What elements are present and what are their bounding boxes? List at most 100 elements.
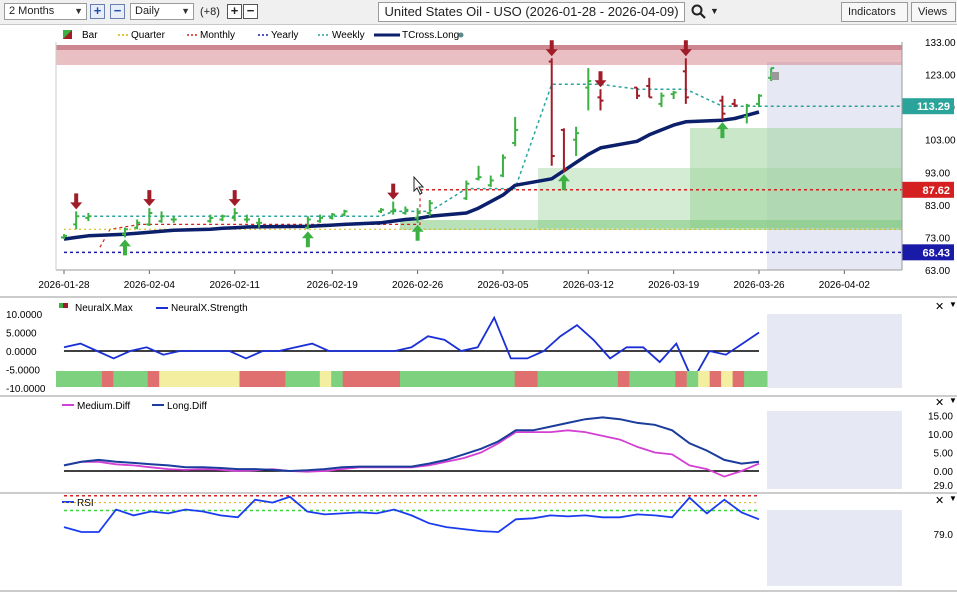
ohlc-bar	[475, 165, 482, 181]
neuralx-max-block	[480, 371, 493, 387]
mouse-cursor-icon	[413, 175, 425, 195]
neuralx-max-block	[90, 371, 103, 387]
chevron-down-icon[interactable]: ▼	[710, 6, 719, 16]
symbol-title[interactable]: United States Oil - USO (2026-01-28 - 20…	[378, 2, 685, 22]
sell-signal-arrow-icon	[143, 190, 156, 207]
ohlc-bar	[560, 128, 567, 173]
support-zone	[690, 128, 902, 228]
date-axis-tick: 2026-03-05	[477, 280, 529, 291]
ohlc-bar	[585, 68, 592, 111]
ohlc-bar	[731, 99, 738, 108]
expand-pane-icon[interactable]: ▼	[949, 300, 957, 309]
ohlc-bar	[646, 77, 653, 99]
buy-signal-arrow-icon	[716, 122, 729, 139]
indicators-label: Indicators	[848, 6, 896, 18]
neuralx-max-block	[170, 371, 183, 387]
close-pane-icon[interactable]: ✕	[935, 397, 944, 409]
buy-signal-arrow-icon	[301, 231, 314, 248]
neuralx-max-block	[101, 371, 114, 387]
neuralx-max-block	[251, 371, 263, 387]
future-region	[767, 510, 902, 586]
ohlc-bar	[658, 92, 665, 108]
neuralx-max-block	[629, 371, 642, 387]
expand-pane-icon[interactable]: ▼	[949, 396, 957, 405]
neuralx-max-block	[78, 371, 91, 387]
neuralx-axis-tick: -10.0000	[6, 384, 46, 395]
close-pane-icon[interactable]: ✕	[935, 495, 944, 507]
sell-signal-arrow-icon	[387, 183, 400, 200]
legend-weekly: Weekly	[332, 30, 365, 41]
date-axis-tick: 2026-01-28	[38, 280, 90, 291]
price-axis-tick: 83.00	[925, 201, 950, 212]
neuralx-max-block	[744, 371, 757, 387]
neuralx-max-block	[377, 371, 390, 387]
ohlc-bar	[719, 95, 726, 121]
chevron-down-icon: ▼	[181, 6, 190, 16]
legend-rsi: RSI	[77, 498, 94, 509]
neuralx-max-block	[273, 371, 286, 387]
indicators-button[interactable]: Indicators ▾	[841, 2, 908, 36]
yearly-price-label: 68.43	[922, 247, 950, 259]
close-pane-icon[interactable]: ✕	[935, 301, 944, 313]
plus-icon: +	[230, 3, 239, 18]
ohlc-bar	[256, 217, 263, 228]
neuralx-max-block	[686, 371, 699, 387]
ohlc-bar	[329, 213, 336, 220]
zoom-in-button[interactable]: +	[90, 4, 105, 19]
neuralx-max-block	[262, 371, 275, 387]
interval-select[interactable]: Daily ▼	[130, 3, 194, 20]
neuralx-axis-tick: -5.0000	[6, 366, 40, 377]
neuralx-max-block	[124, 371, 137, 387]
ohlc-bar	[170, 216, 177, 223]
search-icon[interactable]	[690, 3, 708, 21]
sell-signal-arrow-icon	[228, 190, 241, 207]
neuralx-axis-tick: 10.0000	[6, 310, 43, 321]
neuralx-max-block	[572, 371, 584, 387]
neuralx-max-block	[503, 371, 516, 387]
ohlc-bar	[61, 234, 67, 240]
neuralx-max-legend-icon	[63, 303, 68, 308]
ohlc-bar	[634, 86, 641, 99]
future-region	[767, 411, 902, 489]
offset-minus-button[interactable]: −	[243, 4, 258, 19]
ohlc-bar	[573, 126, 580, 156]
period-select[interactable]: 2 Months ▼	[4, 3, 87, 20]
ohlc-bar	[426, 199, 433, 217]
marker-square	[771, 72, 779, 80]
date-axis-tick: 2026-03-12	[563, 280, 615, 291]
plus-icon: +	[93, 3, 102, 18]
interval-value: Daily	[135, 5, 160, 17]
offset-plus-button[interactable]: +	[227, 4, 242, 19]
minus-icon: −	[113, 3, 122, 18]
neuralx-max-block	[285, 371, 298, 387]
date-axis-tick: 2026-04-02	[819, 280, 871, 291]
zoom-out-button[interactable]: −	[110, 4, 125, 19]
ohlc-bar	[231, 208, 238, 222]
legend-monthly: Monthly	[200, 30, 235, 41]
neuralx-max-block	[640, 371, 653, 387]
ohlc-bar	[463, 180, 470, 200]
ohlc-bar	[682, 58, 689, 104]
neuralx-max-block	[400, 371, 412, 387]
expand-pane-icon[interactable]: ▼	[949, 494, 957, 503]
ohlc-bar	[597, 89, 604, 111]
buy-signal-arrow-icon	[557, 174, 570, 191]
neuralx-max-block	[491, 371, 504, 387]
support-zone	[538, 168, 902, 228]
neuralx-max-block	[721, 371, 734, 387]
sell-signal-arrow-icon	[70, 193, 83, 210]
neuralx-max-block	[457, 371, 470, 387]
price-legend: Bar Quarter Monthly Yearly Weekly TCross…	[63, 30, 464, 41]
neuralx-max-block	[193, 371, 206, 387]
neuralx-max-block	[56, 371, 68, 387]
neuralx-max-block	[239, 371, 252, 387]
neuralx-max-block	[675, 371, 688, 387]
diff-axis-tick: 5.00	[934, 449, 954, 460]
neuralx-max-block	[147, 371, 160, 387]
neuralx-max-block	[319, 371, 332, 387]
ohlc-bar	[414, 208, 421, 223]
neuralx-max-block	[709, 371, 722, 387]
neuralx-max-block	[595, 371, 607, 387]
neuralx-max-block	[549, 371, 562, 387]
